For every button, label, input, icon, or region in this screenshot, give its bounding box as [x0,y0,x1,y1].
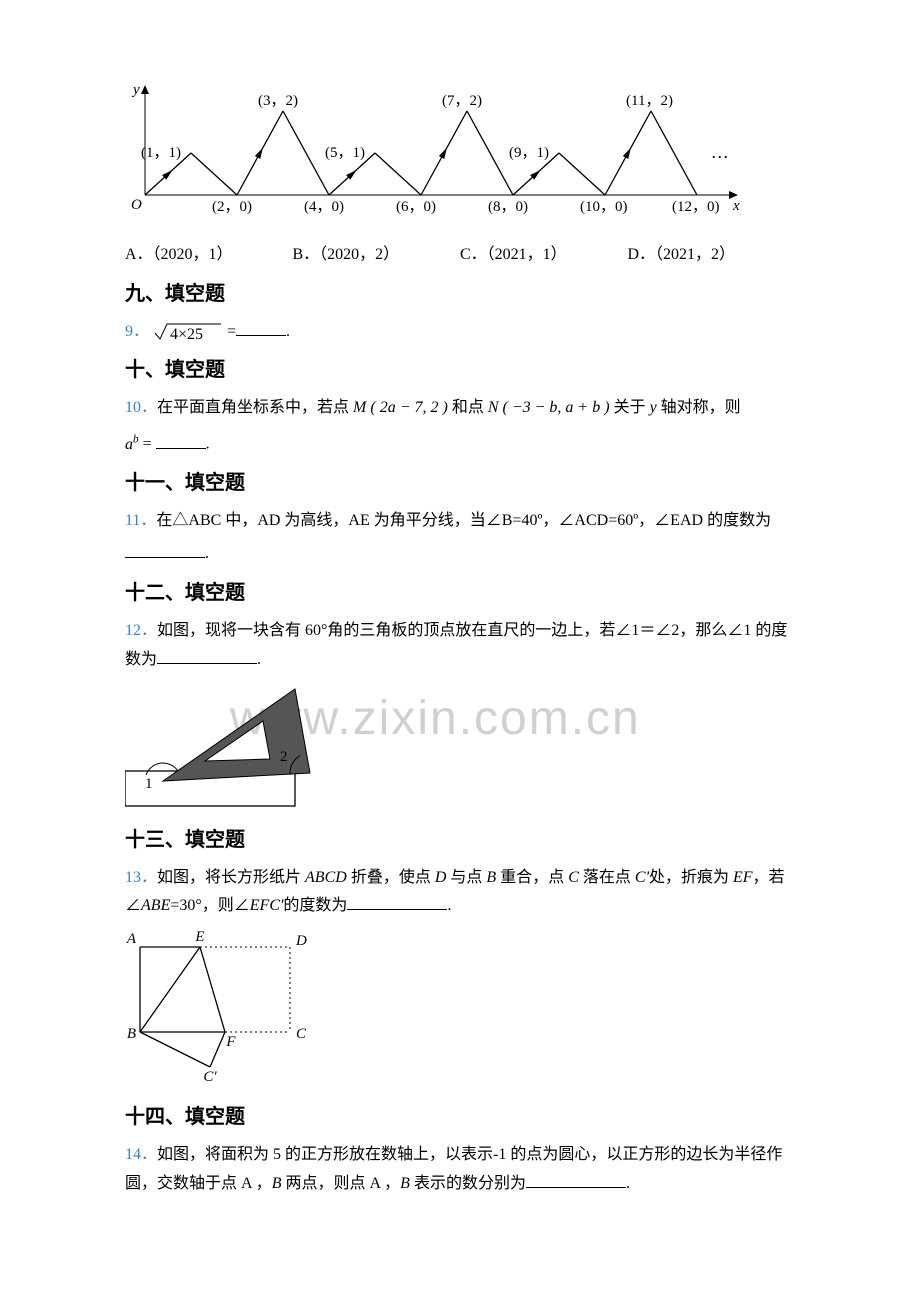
svg-text:(7，2): (7，2) [442,93,482,109]
q11-text: 在△ABC 中，AD 为高线，AE 为角平分线，当∠B=40º，∠ACD=60º… [156,512,771,529]
svg-text:C': C' [203,1069,217,1082]
q10-text4: 轴对称，则 [661,399,741,416]
triangle-figure: www.zixin.com.cn 12 [125,681,795,816]
svg-text:F: F [225,1034,236,1050]
svg-text:(6，0): (6，0) [396,199,436,215]
question-10b: ab = . [125,429,795,459]
q10-M: M ( 2a − 7, 2 ) [353,399,448,416]
q12-num: 12． [125,622,157,639]
svg-text:B: B [127,1026,136,1042]
svg-text:(11，2): (11，2) [626,93,673,109]
question-11b: . [125,540,795,569]
svg-text:(12，0): (12，0) [672,199,720,215]
section-10-header: 十、填空题 [125,352,795,388]
q10-period: . [206,436,210,453]
q13-blank [347,894,447,910]
svg-text:…: … [711,142,729,162]
q10-text3: 关于 [614,399,646,416]
question-11: 11．在△ABC 中，AD 为高线，AE 为角平分线，当∠B=40º，∠ACD=… [125,507,795,536]
svg-text:(4，0): (4，0) [304,199,344,215]
q10-text2: 和点 [452,399,484,416]
q10-ab: ab [125,436,139,453]
q14-blank [526,1172,626,1188]
q13-num: 13． [125,869,157,886]
option-c: C．（2021，1） [460,241,628,270]
q12-blank [157,648,257,664]
q10-blank [156,433,206,449]
q10-text1: 在平面直角坐标系中，若点 [157,399,349,416]
question-10: 10．在平面直角坐标系中，若点 M ( 2a − 7, 2 ) 和点 N ( −… [125,394,795,423]
section-14-header: 十四、填空题 [125,1099,795,1135]
q11-num: 11． [125,512,156,529]
svg-text:(5，1): (5，1) [325,145,365,161]
q12-period: . [257,651,261,668]
svg-text:(9，1): (9，1) [509,145,549,161]
svg-text:D: D [295,933,307,949]
svg-text:(1，1): (1，1) [141,145,181,161]
q9-num: 9． [125,323,149,340]
fold-figure: A E D B F C C' [125,927,795,1093]
svg-text:4×25: 4×25 [170,326,203,343]
zigzag-chart: y x O (1，1) (2，0) (3，2) (4，0) (5，1) (6，0) (7，2) (8… [125,80,795,231]
svg-text:2: 2 [280,749,288,765]
q14-num: 14． [125,1146,157,1163]
question-9: 9． 4×25 =. [125,318,795,347]
q10-y: y [650,399,657,416]
svg-text:A: A [126,931,137,947]
question-13: 13．如图，将长方形纸片 ABCD 折叠，使点 D 与点 B 重合，点 C 落在… [125,864,795,922]
section-12-header: 十二、填空题 [125,575,795,611]
q11-period: . [205,545,209,562]
q10-eq: = [139,436,156,453]
option-a: A．（2020，1） [125,241,293,270]
svg-text:(10，0): (10，0) [580,199,628,215]
svg-text:1: 1 [145,776,153,792]
q10-num: 10． [125,399,157,416]
svg-text:x: x [732,198,740,214]
svg-text:(8，0): (8，0) [488,199,528,215]
option-b: B．（2020，2） [293,241,461,270]
q9-equals: = [227,323,236,340]
q9-formula: 4×25 [153,323,227,340]
q11-blank [125,542,205,558]
question-14: 14．如图，将面积为 5 的正方形放在数轴上，以表示-1 的点为圆心，以正方形的… [125,1141,795,1199]
section-9-header: 九、填空题 [125,276,795,312]
option-d: D．（2021，2） [628,241,796,270]
section-13-header: 十三、填空题 [125,822,795,858]
svg-text:C: C [296,1026,307,1042]
svg-text:O: O [131,197,142,213]
svg-text:y: y [131,82,140,98]
svg-text:E: E [194,929,204,945]
question-12: 12．如图，现将一块含有 60°角的三角板的顶点放在直尺的一边上，若∠1＝∠2，… [125,617,795,675]
svg-text:(3，2): (3，2) [258,93,298,109]
section-11-header: 十一、填空题 [125,465,795,501]
q9-period: . [286,323,290,340]
svg-text:(2，0): (2，0) [212,199,252,215]
q8-options: A．（2020，1） B．（2020，2） C．（2021，1） D．（2021… [125,241,795,270]
q10-N: N ( −3 − b, a + b ) [488,399,610,416]
q9-blank [236,320,286,336]
